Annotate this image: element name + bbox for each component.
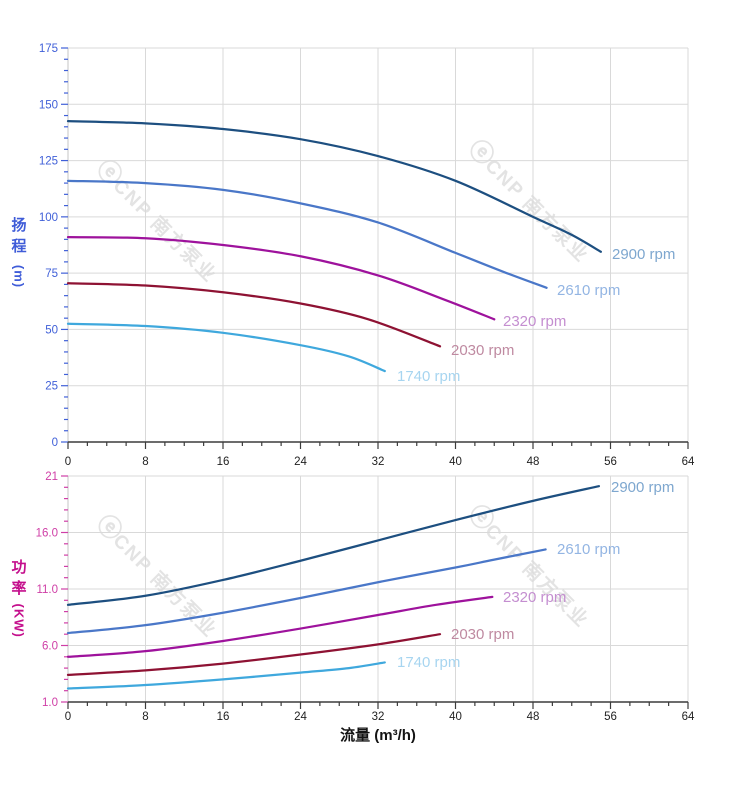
x-tick-label: 24 xyxy=(294,456,307,468)
head-axis-title-cn: 扬 程 xyxy=(11,217,27,255)
curve-2320-rpm xyxy=(66,235,496,321)
y-tick-label: 21 xyxy=(45,471,58,483)
x-tick-label: 32 xyxy=(372,456,385,468)
x-tick-label: 64 xyxy=(682,711,695,723)
x-tick-label: 40 xyxy=(449,456,462,468)
curve-label-2610-rpm: 2610 rpm xyxy=(557,282,620,299)
x-tick-label: 64 xyxy=(682,456,695,468)
head-axis-title: 扬 程 (m) xyxy=(4,215,34,288)
y-tick-label: 0 xyxy=(52,437,58,449)
curve-label-1740-rpm: 1740 rpm xyxy=(397,654,460,671)
y-tick-label: 25 xyxy=(45,381,58,393)
y-tick-label: 125 xyxy=(39,156,58,168)
x-tick-label: 40 xyxy=(449,711,462,723)
x-tick-label: 0 xyxy=(65,711,71,723)
curve-2030-rpm xyxy=(66,633,442,677)
power-axis-title-cn: 功 率 xyxy=(11,559,27,597)
x-tick-label: 0 xyxy=(65,456,71,468)
x-tick-label: 56 xyxy=(604,456,617,468)
curve-2320-rpm xyxy=(66,595,494,658)
curve-2610-rpm xyxy=(66,179,548,289)
x-tick-label: 8 xyxy=(142,456,148,468)
head-axis-unit: (m) xyxy=(11,264,27,289)
curve-label-2900-rpm: 2900 rpm xyxy=(612,246,675,263)
y-tick-label: 175 xyxy=(39,43,58,55)
curve-1740-rpm xyxy=(66,661,386,690)
curve-1740-rpm xyxy=(66,322,386,373)
x-tick-label: 16 xyxy=(217,711,230,723)
y-tick-label: 6.0 xyxy=(42,641,58,653)
flow-axis-title: 流量 (m³/h) xyxy=(340,727,416,744)
power-axis-unit: (KW) xyxy=(11,603,27,638)
x-tick-label: 32 xyxy=(372,711,385,723)
y-tick-label: 150 xyxy=(39,99,58,111)
x-tick-label: 8 xyxy=(142,711,148,723)
y-tick-label: 11.0 xyxy=(36,584,58,596)
curve-label-2030-rpm: 2030 rpm xyxy=(451,342,514,359)
x-tick-label: 48 xyxy=(527,711,540,723)
power-axis-title: 功 率 (KW) xyxy=(4,557,34,638)
x-tick-label: 16 xyxy=(217,456,230,468)
curve-label-2900-rpm: 2900 rpm xyxy=(611,479,674,496)
y-tick-label: 1.0 xyxy=(42,697,58,709)
y-tick-label: 50 xyxy=(45,324,58,336)
x-tick-label: 56 xyxy=(604,711,617,723)
curve-2030-rpm xyxy=(66,282,442,348)
y-tick-label: 100 xyxy=(39,212,58,224)
y-tick-label: 16.0 xyxy=(36,528,58,540)
curve-label-2030-rpm: 2030 rpm xyxy=(451,626,514,643)
curve-label-2320-rpm: 2320 rpm xyxy=(503,589,566,606)
curve-2900-rpm xyxy=(66,120,602,253)
curve-2900-rpm xyxy=(66,485,601,606)
curve-label-2320-rpm: 2320 rpm xyxy=(503,313,566,330)
curve-label-1740-rpm: 1740 rpm xyxy=(397,368,460,385)
x-tick-label: 24 xyxy=(294,711,307,723)
y-tick-label: 75 xyxy=(45,268,58,280)
x-tick-label: 48 xyxy=(527,456,540,468)
curve-2610-rpm xyxy=(66,548,547,635)
curve-label-2610-rpm: 2610 rpm xyxy=(557,541,620,558)
